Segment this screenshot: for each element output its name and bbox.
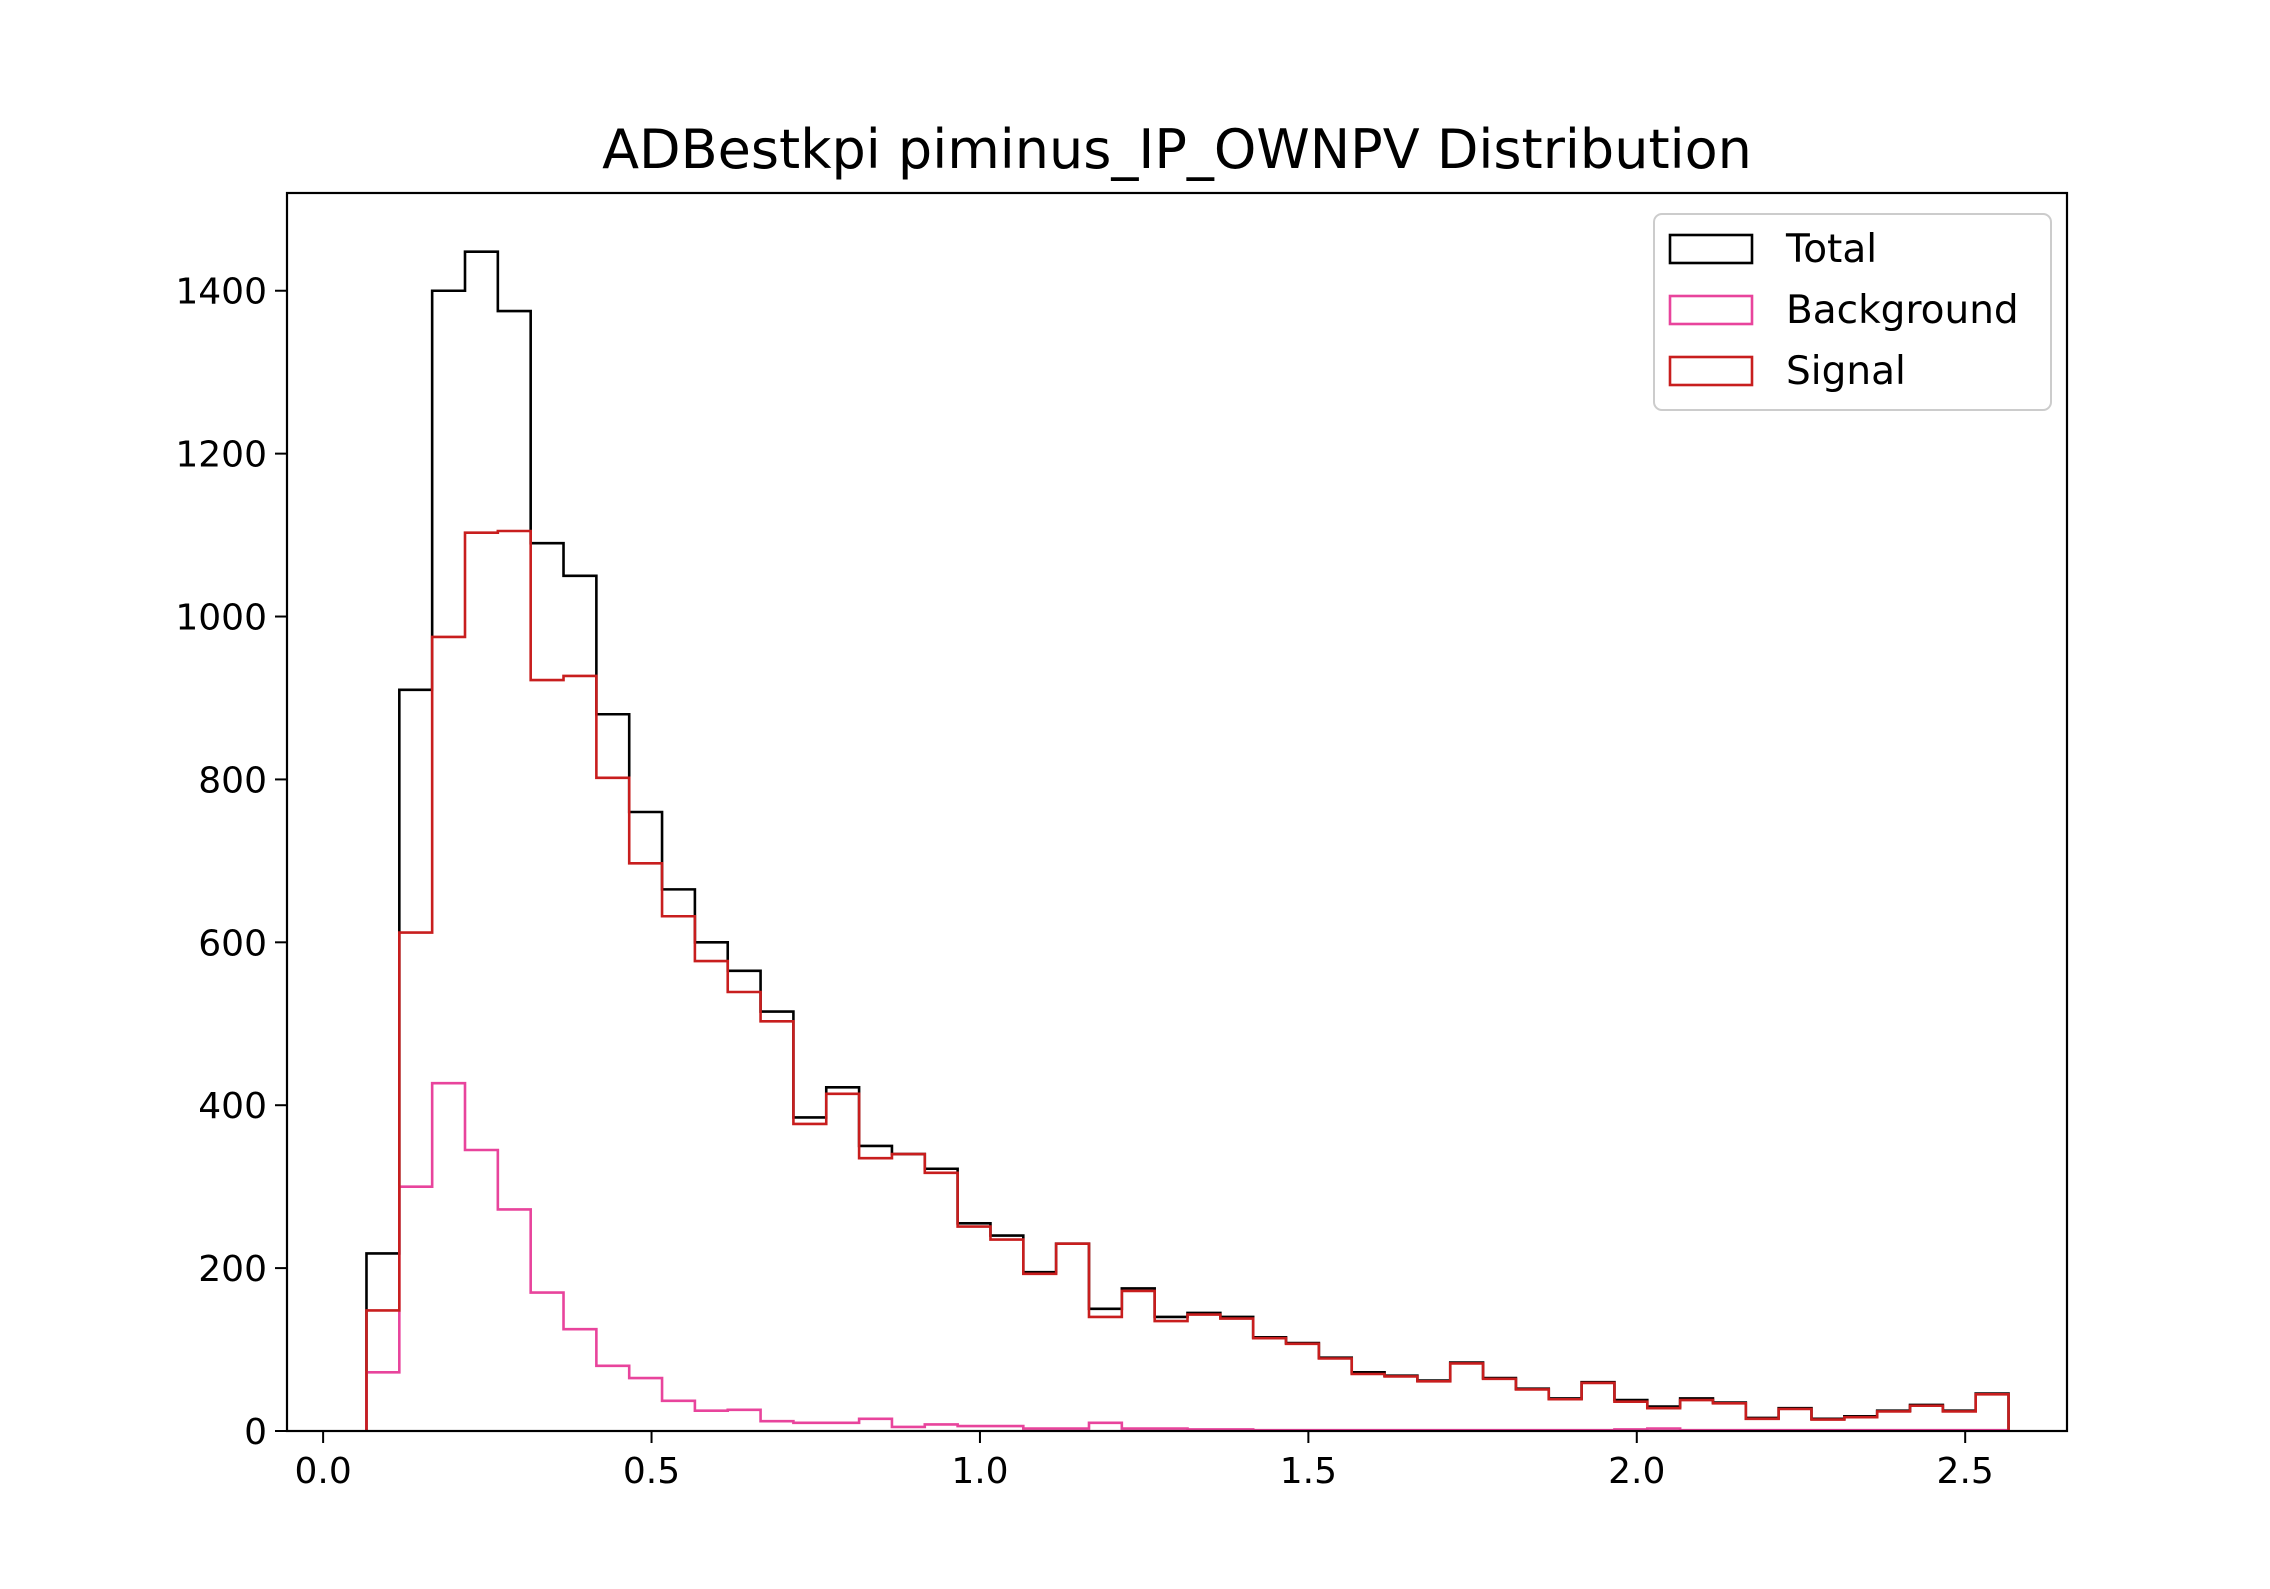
- series-background: [365, 1081, 2010, 1432]
- y-tick-label: 0: [244, 1412, 267, 1453]
- x-tick-label: 0.5: [623, 1451, 680, 1492]
- legend-swatch-total: [1668, 233, 1754, 265]
- y-tick-label: 1400: [175, 272, 267, 313]
- legend-label-signal: Signal: [1786, 349, 1906, 394]
- y-tick-label: 600: [198, 923, 267, 964]
- plot-frame: [285, 191, 2069, 1433]
- series-signal: [365, 529, 2010, 1431]
- y-axis: 0 200 400 600 800 1000 1200 1400: [175, 272, 287, 1453]
- chart-title: ADBestkpi piminus_IP_OWNPV Distribution: [602, 118, 1752, 181]
- series-layer: [365, 250, 2010, 1432]
- y-tick-label: 1000: [175, 598, 267, 639]
- legend-swatch-signal: [1668, 355, 1754, 387]
- x-tick-label: 2.5: [1937, 1451, 1994, 1492]
- legend: Total Background Signal: [1653, 213, 2052, 411]
- y-tick-label: 200: [198, 1249, 267, 1290]
- x-tick-label: 0.0: [294, 1451, 351, 1492]
- y-tick-label: 400: [198, 1086, 267, 1127]
- x-tick-label: 2.0: [1608, 1451, 1665, 1492]
- legend-swatch-background: [1668, 294, 1754, 326]
- histogram-step-signal: [365, 529, 2010, 1431]
- legend-label-background: Background: [1786, 288, 2019, 333]
- x-axis: 0.0 0.5 1.0 1.5 2.0 2.5: [294, 1431, 1994, 1492]
- y-tick-label: 1200: [175, 435, 267, 476]
- histogram-step-background: [365, 1081, 2010, 1432]
- x-tick-label: 1.0: [951, 1451, 1008, 1492]
- legend-label-total: Total: [1785, 227, 1877, 272]
- x-tick-label: 1.5: [1280, 1451, 1337, 1492]
- y-tick-label: 800: [198, 760, 267, 801]
